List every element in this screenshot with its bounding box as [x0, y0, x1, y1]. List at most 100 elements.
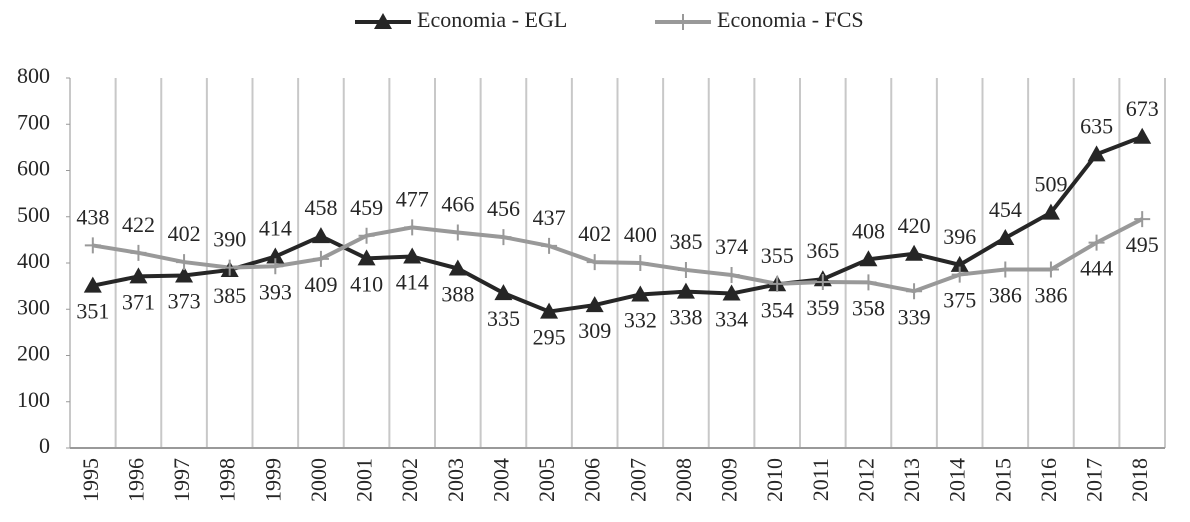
marker	[266, 247, 285, 264]
data-label: 456	[487, 196, 520, 221]
marker	[677, 261, 694, 278]
data-label: 371	[122, 289, 155, 314]
data-label: 365	[806, 238, 839, 263]
x-tick-label: 2013	[899, 458, 924, 502]
marker	[358, 227, 375, 244]
data-label: 408	[852, 218, 885, 243]
y-tick-label: 800	[17, 63, 50, 88]
x-tick-label: 2015	[990, 458, 1015, 502]
x-tick-label: 2012	[853, 458, 878, 502]
data-label: 466	[441, 192, 474, 217]
marker	[175, 266, 194, 283]
marker	[1042, 261, 1059, 278]
y-tick-label: 500	[17, 202, 50, 227]
x-tick-label: 2003	[443, 458, 468, 502]
x-tick-label: 2018	[1127, 458, 1152, 502]
marker	[449, 224, 466, 241]
data-label: 373	[168, 289, 201, 314]
legend-label: Economia - FCS	[717, 7, 864, 32]
y-tick-label: 0	[39, 433, 50, 458]
data-label: 339	[898, 304, 931, 329]
x-tick-label: 2010	[762, 458, 787, 502]
marker	[1133, 127, 1152, 144]
data-label: 420	[898, 213, 931, 238]
x-tick-label: 1996	[123, 458, 148, 502]
y-tick-label: 300	[17, 294, 50, 319]
data-label: 509	[1034, 172, 1067, 197]
legend-label: Economia - EGL	[417, 7, 567, 32]
marker	[1041, 203, 1060, 220]
data-label: 673	[1126, 96, 1159, 121]
legend-marker	[374, 13, 392, 29]
x-tick-label: 2009	[717, 458, 742, 502]
data-label: 414	[259, 216, 292, 241]
data-label: 437	[533, 205, 566, 230]
x-tick-label: 2016	[1036, 458, 1061, 502]
marker	[176, 254, 193, 271]
data-label: 410	[350, 271, 383, 296]
data-label: 358	[852, 295, 885, 320]
data-label: 458	[304, 195, 337, 220]
data-label: 375	[943, 288, 976, 313]
data-label: 438	[76, 204, 109, 229]
marker	[403, 247, 422, 264]
x-tick-label: 2011	[808, 458, 833, 501]
data-label: 374	[715, 234, 748, 259]
data-label: 459	[350, 195, 383, 220]
series-line	[92, 134, 1143, 314]
marker	[267, 258, 284, 275]
marker	[1087, 145, 1106, 162]
data-label: 414	[396, 270, 429, 295]
x-tick-label: 2001	[352, 458, 377, 502]
x-tick-label: 2004	[488, 458, 513, 502]
data-label: 386	[1034, 283, 1067, 308]
data-label: 354	[761, 297, 794, 322]
marker	[541, 237, 558, 254]
data-label: 477	[396, 186, 429, 211]
data-label: 295	[533, 325, 566, 350]
marker	[1088, 234, 1105, 251]
marker	[448, 259, 467, 276]
x-tick-label: 2007	[625, 458, 650, 502]
marker	[1134, 211, 1151, 228]
x-tick-label: 2014	[945, 458, 970, 502]
marker	[221, 259, 238, 276]
y-tick-label: 700	[17, 109, 50, 134]
marker	[83, 276, 102, 293]
x-tick-label: 2002	[397, 458, 422, 502]
marker	[312, 250, 329, 267]
marker	[723, 267, 740, 284]
marker	[585, 296, 604, 313]
data-label: 635	[1080, 113, 1113, 138]
data-label: 495	[1126, 232, 1159, 257]
marker	[129, 267, 148, 284]
data-label: 388	[441, 282, 474, 307]
data-label: 309	[578, 318, 611, 343]
marker	[769, 275, 786, 292]
x-tick-label: 2006	[580, 458, 605, 502]
data-label: 335	[487, 306, 520, 331]
data-label: 351	[76, 299, 109, 324]
marker	[722, 284, 741, 301]
y-tick-label: 100	[17, 387, 50, 412]
marker	[905, 244, 924, 261]
y-tick-label: 600	[17, 156, 50, 181]
x-tick-label: 2017	[1082, 458, 1107, 502]
marker	[996, 229, 1015, 246]
data-label: 409	[304, 272, 337, 297]
marker	[997, 261, 1014, 278]
data-label: 359	[806, 295, 839, 320]
x-tick-label: 1999	[260, 458, 285, 502]
y-tick-label: 200	[17, 341, 50, 366]
marker	[495, 229, 512, 246]
marker	[676, 282, 695, 299]
marker	[130, 244, 147, 261]
data-label: 444	[1080, 256, 1113, 281]
marker	[631, 285, 650, 302]
data-label: 396	[943, 224, 976, 249]
legend-marker	[675, 14, 691, 30]
data-label: 454	[989, 197, 1022, 222]
marker	[906, 283, 923, 300]
marker	[357, 249, 376, 266]
